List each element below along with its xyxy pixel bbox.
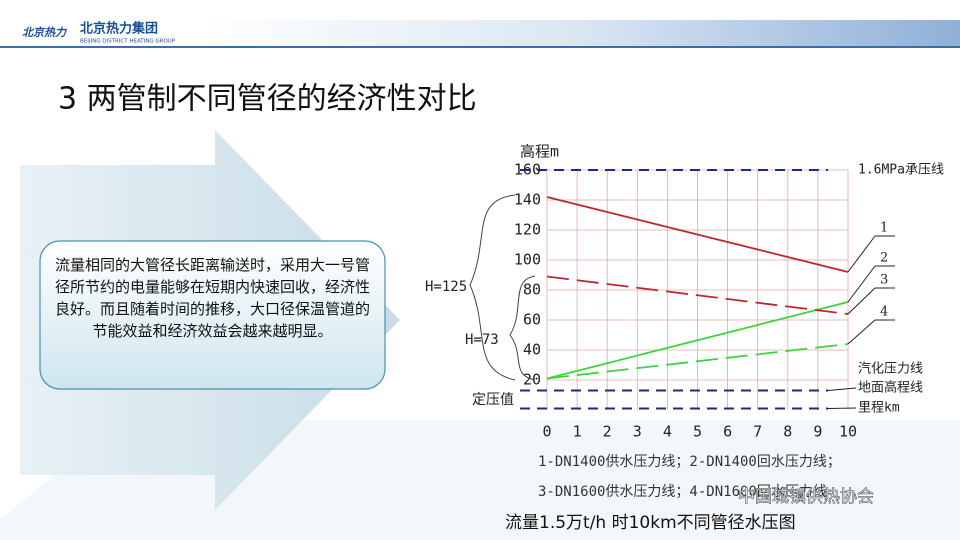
series-line <box>546 275 849 315</box>
watermark: 中国城镇供热协会 <box>738 487 874 507</box>
header-band <box>200 20 960 46</box>
brace <box>509 275 536 381</box>
y-axis-label: 高程m <box>520 143 559 161</box>
y-tick-label: 60 <box>523 311 541 329</box>
slide-title: 3 两管制不同管径的经济性对比 <box>58 82 477 117</box>
brace <box>469 194 516 381</box>
logo-mark: 北京热力 <box>22 26 67 39</box>
caption: 流量1.5万t/h 时10km不同管径水压图 <box>505 513 796 533</box>
series-line <box>546 196 849 273</box>
legend-leader <box>847 319 876 345</box>
callout-box <box>39 240 386 390</box>
x-tick-label: 4 <box>663 423 672 441</box>
x-tick-label: 5 <box>693 423 702 441</box>
series-line <box>546 301 849 380</box>
series-line <box>546 343 849 380</box>
x-tick-label: 10 <box>839 423 857 441</box>
legend-label: 4 <box>880 305 888 320</box>
legend-leader <box>847 287 876 315</box>
reference-label: 里程km <box>858 401 900 416</box>
legend-label: 2 <box>880 251 888 266</box>
x-tick-label: 7 <box>753 423 762 441</box>
reference-label: 地面高程线 <box>858 380 923 396</box>
x-tick-label: 3 <box>633 423 642 441</box>
y-tick-label: 40 <box>523 341 541 359</box>
legend-note: 3-DN1600供水压力线；4-DN1600回水压力线 <box>538 484 827 500</box>
y-tick-label: 100 <box>514 251 541 269</box>
y-tick-label: 80 <box>523 281 541 299</box>
logo-name: 北京热力集团 <box>80 21 158 37</box>
x-tick-label: 6 <box>723 423 732 441</box>
legend-note: 1-DN1400供水压力线；2-DN1400回水压力线； <box>538 454 841 470</box>
header-rule <box>0 46 960 48</box>
annotation: 定压值 <box>472 392 514 408</box>
x-tick-label: 0 <box>542 423 551 441</box>
x-tick-label: 1 <box>573 423 582 441</box>
annotation: H=125 <box>425 279 467 295</box>
leader <box>827 387 857 391</box>
legend-leader <box>847 265 876 303</box>
x-tick-label: 8 <box>783 423 792 441</box>
callout-text: 流量相同的大管径长距离输送时，采用大一号管径所节约的电量能够在短期内快速回收，经… <box>54 256 370 340</box>
y-tick-label: 120 <box>514 221 541 239</box>
y-tick-label: 140 <box>514 191 541 209</box>
legend-leader <box>847 235 876 273</box>
legend-label: 3 <box>880 273 888 288</box>
annotation: 汽化压力线 <box>858 362 923 377</box>
callout-wrap: 流量相同的大管径长距离输送时，采用大一号管径所节约的电量能够在短期内快速回收，经… <box>54 256 370 340</box>
legend-label: 1 <box>880 221 888 236</box>
x-tick-label: 2 <box>603 423 612 441</box>
x-tick-label: 9 <box>813 423 822 441</box>
leader <box>827 407 857 409</box>
logo-sub: BEIJING DISTRICT HEATING GROUP <box>80 39 176 45</box>
reference-label: 1.6MPa承压线 <box>858 163 944 178</box>
